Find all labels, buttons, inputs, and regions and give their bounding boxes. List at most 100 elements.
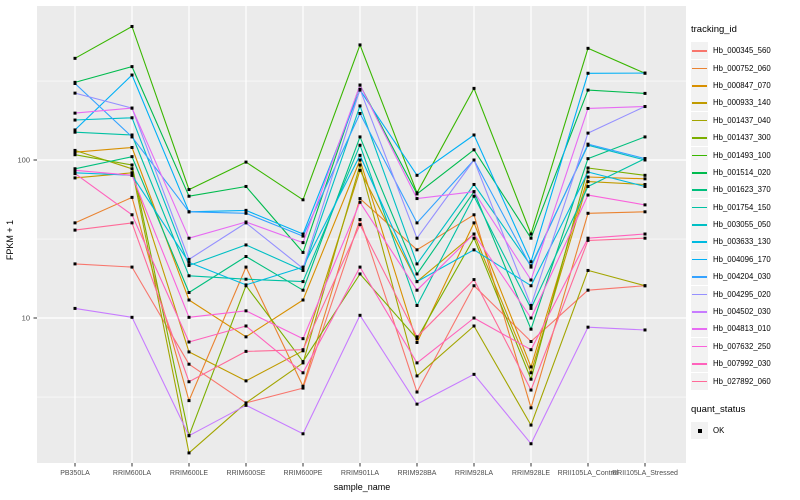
series-color-line-icon — [692, 311, 707, 313]
data-point — [187, 274, 191, 278]
y-axis-tick-label: 10 — [22, 314, 30, 323]
data-point — [73, 176, 77, 180]
legend-key-swatch — [691, 59, 708, 77]
series-color-line-icon — [692, 206, 707, 209]
legend-item: Hb_027892_060 — [691, 372, 799, 390]
legend-item-label: Hb_000847_070 — [713, 80, 771, 90]
data-point — [73, 168, 77, 172]
data-point — [415, 192, 419, 196]
legend-item: Hb_001437_040 — [691, 111, 799, 129]
data-point — [472, 148, 476, 152]
x-axis-title: sample_name — [333, 482, 391, 492]
data-point — [472, 190, 476, 194]
data-point — [358, 223, 362, 227]
legend-item: Hb_000345_560 — [691, 42, 799, 60]
data-point — [643, 203, 647, 207]
data-point — [244, 277, 248, 281]
data-point — [244, 335, 248, 339]
data-point — [643, 157, 647, 161]
legend-item: Hb_000847_070 — [691, 76, 799, 94]
data-point — [529, 278, 533, 282]
data-point — [472, 133, 476, 137]
x-axis-tick-label: RRIM928LA — [455, 470, 493, 477]
legend-item-label: Hb_001437_300 — [713, 133, 771, 143]
legend-key-swatch — [691, 181, 708, 199]
data-point — [73, 172, 77, 176]
data-point — [415, 221, 419, 225]
data-point — [586, 180, 590, 184]
legend-key-swatch — [691, 146, 708, 164]
data-point — [130, 213, 134, 217]
legend-item: Hb_004204_030 — [691, 268, 799, 286]
data-point — [130, 195, 134, 199]
data-point — [643, 173, 647, 177]
data-point — [244, 403, 248, 407]
x-axis-tick-label: RRIM928BA — [398, 470, 437, 477]
data-point — [586, 46, 590, 50]
legend-item: Hb_003055_050 — [691, 216, 799, 234]
series-color-line-icon — [692, 84, 707, 87]
data-point — [586, 268, 590, 272]
data-point — [130, 155, 134, 159]
data-point — [244, 324, 248, 328]
data-point — [529, 340, 533, 344]
series-color-line-icon — [692, 258, 707, 261]
data-point — [529, 442, 533, 446]
data-point — [244, 349, 248, 353]
series-color-line-icon — [692, 241, 707, 244]
x-axis-tick-label: RRIM600PE — [284, 470, 323, 477]
series-color-line-icon — [692, 363, 707, 365]
data-point — [358, 153, 362, 157]
data-point — [529, 232, 533, 236]
data-point — [187, 340, 191, 344]
data-point — [187, 210, 191, 214]
data-point — [415, 303, 419, 307]
legend-item: Hb_007632_250 — [691, 337, 799, 355]
data-point — [187, 188, 191, 192]
data-point — [73, 56, 77, 60]
data-point — [301, 234, 305, 238]
data-point — [415, 236, 419, 240]
data-point — [187, 263, 191, 267]
data-point — [130, 106, 134, 110]
data-point — [358, 104, 362, 108]
x-axis-tick-label: RRIM600LA — [113, 470, 151, 477]
data-point — [73, 81, 77, 85]
data-point — [643, 236, 647, 240]
data-point — [586, 71, 590, 75]
legend-item-label: Hb_001754_150 — [713, 202, 771, 212]
data-point — [301, 268, 305, 272]
data-point — [73, 150, 77, 154]
data-point — [643, 328, 647, 332]
data-point — [301, 288, 305, 292]
data-point — [73, 153, 77, 157]
data-point — [130, 167, 134, 171]
data-point — [415, 337, 419, 341]
legend: tracking_id Hb_000345_560 Hb_000752_060 Hb… — [691, 24, 799, 439]
data-point — [415, 340, 419, 344]
series-color-line-icon — [692, 67, 707, 70]
data-point — [244, 283, 248, 287]
data-point — [586, 288, 590, 292]
data-point — [472, 86, 476, 90]
legend-item-label: Hb_004096_170 — [713, 254, 771, 264]
legend-item: Hb_007992_030 — [691, 355, 799, 373]
data-point — [472, 316, 476, 320]
data-point — [301, 384, 305, 388]
data-point — [301, 298, 305, 302]
data-point — [301, 360, 305, 364]
data-point — [529, 388, 533, 392]
series-color-line-icon — [692, 345, 707, 348]
legend-item-label: Hb_003633_130 — [713, 237, 771, 247]
legend-item-label: Hb_001437_040 — [713, 115, 771, 125]
data-point — [130, 315, 134, 319]
data-point — [187, 399, 191, 403]
data-point — [301, 241, 305, 245]
data-point — [358, 143, 362, 147]
data-point — [130, 173, 134, 177]
data-point — [472, 324, 476, 328]
data-point — [130, 265, 134, 269]
legend-item: Hb_000933_140 — [691, 94, 799, 112]
legend-item-label: Hb_004295_020 — [713, 289, 771, 299]
data-point — [643, 284, 647, 288]
